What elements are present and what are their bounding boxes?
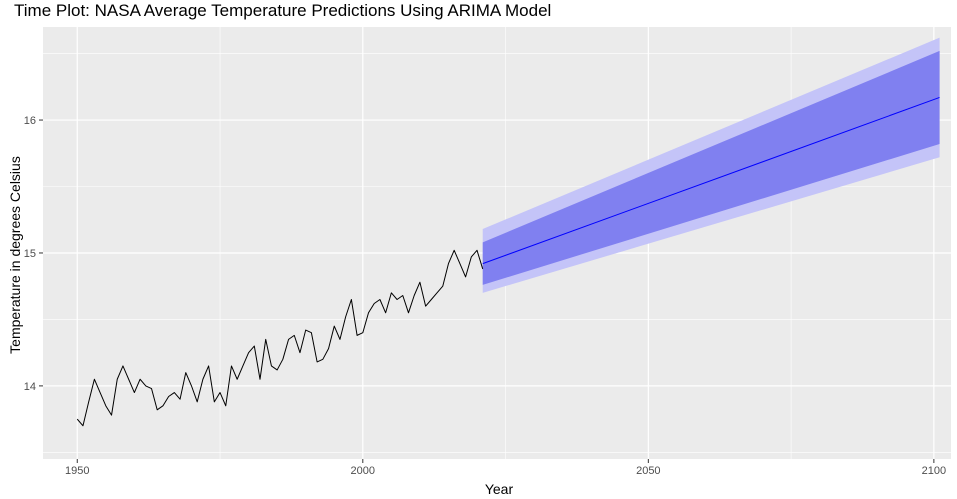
y-tick-label: 15 <box>24 248 36 260</box>
x-axis-ticks: 1950 2000 2050 2100 <box>65 459 946 477</box>
x-axis-label: Year <box>485 481 514 497</box>
observed-series <box>76 249 484 427</box>
forecast-mean-line <box>482 96 940 265</box>
chart-title: Time Plot: NASA Average Temperature Pred… <box>14 1 551 20</box>
series-lines <box>76 96 940 427</box>
x-tick-label: 1950 <box>65 465 89 477</box>
band-80 <box>482 50 940 285</box>
y-tick-label: 16 <box>24 115 36 127</box>
x-tick-label: 2000 <box>351 465 375 477</box>
x-tick-label: 2050 <box>636 465 660 477</box>
prediction-intervals <box>482 37 940 293</box>
y-axis-label: Temperature in degrees Celsius <box>7 156 23 354</box>
y-tick-label: 14 <box>24 381 36 393</box>
x-tick-label: 2100 <box>922 465 946 477</box>
y-axis-ticks: 14 15 16 <box>24 115 43 393</box>
